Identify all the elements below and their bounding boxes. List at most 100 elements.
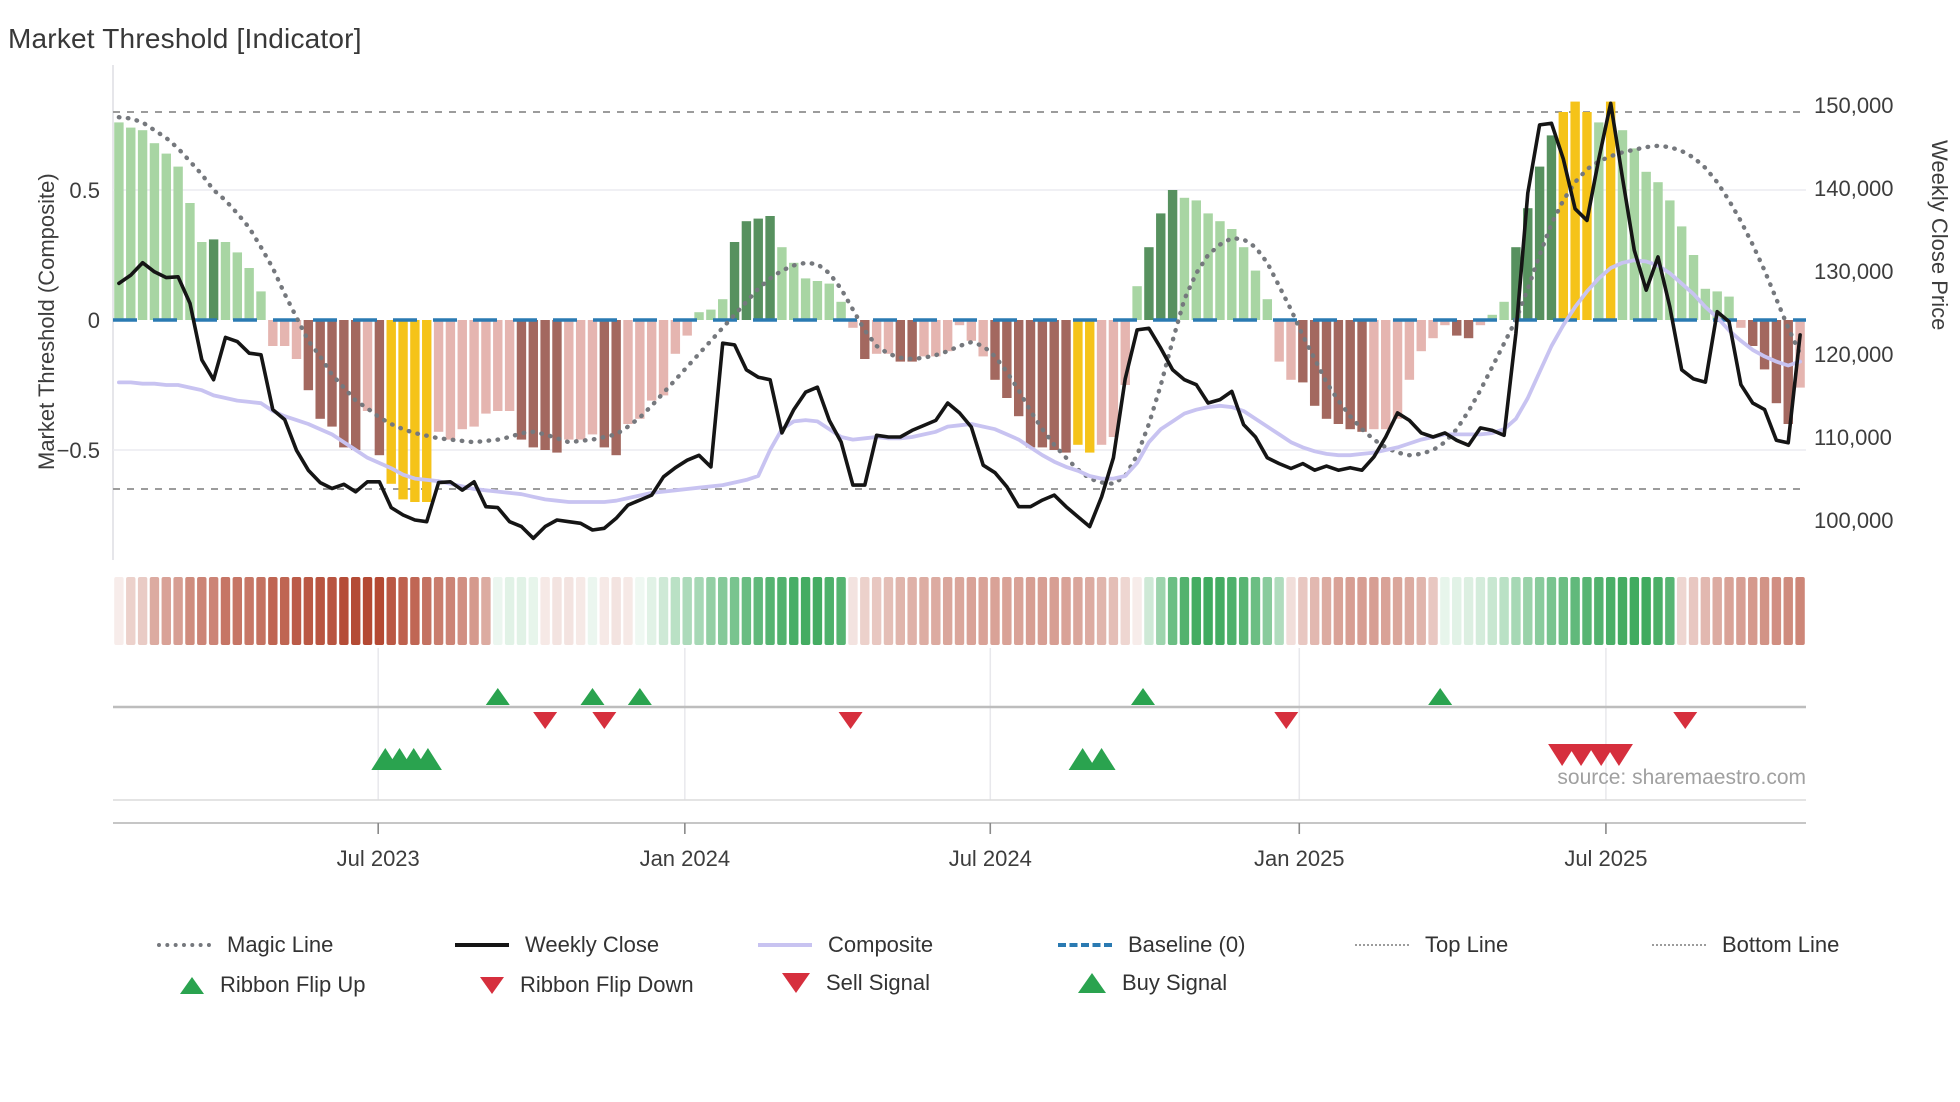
composite-bar xyxy=(185,203,195,320)
ribbon-cell xyxy=(220,577,231,645)
ribbon-cell xyxy=(1700,577,1711,645)
ribbon-cell xyxy=(1712,577,1722,645)
composite-bar xyxy=(1238,247,1249,320)
buy-signal-marker xyxy=(413,748,442,770)
composite-bar xyxy=(1783,320,1793,424)
ribbon-cell xyxy=(552,577,562,645)
weekly-close-swatch-icon xyxy=(455,943,509,947)
composite-bar xyxy=(1605,101,1616,320)
buy-signal-triangle-icon xyxy=(1078,973,1106,993)
composite-bar xyxy=(1759,320,1770,370)
composite-bar xyxy=(1641,171,1651,320)
ribbon-cell xyxy=(658,577,669,645)
legend-label: Top Line xyxy=(1425,932,1509,957)
composite-bar xyxy=(126,127,136,320)
ribbon-cell xyxy=(623,577,633,645)
sell-signal-triangle-icon xyxy=(782,973,810,993)
sell-signal-marker xyxy=(1567,744,1596,766)
composite-bar xyxy=(1676,226,1687,320)
legend-item-bottom-line: Bottom Line xyxy=(1652,930,1839,960)
ribbon-cell xyxy=(1428,577,1438,645)
composite-bar xyxy=(1736,320,1746,328)
composite-bar xyxy=(1795,320,1805,388)
composite-bar xyxy=(1037,320,1048,448)
ribbon-cell xyxy=(907,577,917,645)
flip-up-triangle-icon xyxy=(180,976,204,994)
composite-bar xyxy=(1369,320,1379,430)
composite-bar xyxy=(339,320,349,448)
ribbon-cell xyxy=(1156,577,1166,645)
composite-bar xyxy=(197,242,207,320)
composite-bar xyxy=(848,320,858,328)
composite-bar xyxy=(1558,112,1568,320)
ribbon-cell xyxy=(954,577,965,645)
composite-swatch-icon xyxy=(758,943,812,947)
legend-label: Weekly Close xyxy=(525,932,660,957)
composite-bar xyxy=(1499,301,1509,320)
ribbon-cell xyxy=(1570,577,1580,645)
composite-bar xyxy=(1653,182,1663,320)
ribbon-cell xyxy=(1345,577,1355,645)
composite-bar xyxy=(587,320,598,435)
right-tick-label: 110,000 xyxy=(1814,425,1892,450)
ribbon-cell xyxy=(303,577,314,645)
ribbon-cell xyxy=(1037,577,1048,645)
composite-bar xyxy=(1333,320,1344,424)
composite-bar xyxy=(552,320,562,453)
ribbon-flip-down-marker xyxy=(1673,712,1698,729)
ribbon-cell xyxy=(244,577,254,645)
composite-bar xyxy=(611,320,621,456)
x-tick-label: Jan 2025 xyxy=(1254,846,1345,871)
ribbon-cell xyxy=(564,577,574,645)
left-tick-label: −0.5 xyxy=(57,438,100,463)
ribbon-cell xyxy=(161,577,171,645)
composite-bar xyxy=(493,320,503,411)
ribbon-cell xyxy=(1534,577,1545,645)
composite-bar xyxy=(706,309,716,320)
composite-bar xyxy=(718,299,728,320)
composite-bar xyxy=(1298,320,1308,383)
ribbon-cell xyxy=(1688,577,1699,645)
ribbon-cell xyxy=(1144,577,1154,645)
ribbon-cell xyxy=(966,577,977,645)
ribbon-cell xyxy=(1049,577,1059,645)
ribbon-flip-down-marker xyxy=(1274,712,1299,729)
ribbon-cell xyxy=(1120,577,1130,645)
composite-bar xyxy=(504,320,515,411)
x-tick-label: Jan 2024 xyxy=(640,846,731,871)
ribbon-cell xyxy=(1369,577,1379,645)
ribbon-cell xyxy=(1132,577,1142,645)
composite-bar xyxy=(1629,148,1640,320)
ribbon-cell xyxy=(1546,577,1557,645)
composite-bar xyxy=(1061,320,1071,453)
composite-bar xyxy=(1002,320,1012,398)
composite-bar xyxy=(291,320,302,359)
composite-bar xyxy=(1120,320,1130,385)
ribbon-cell xyxy=(493,577,503,645)
ribbon-cell xyxy=(1463,577,1474,645)
composite-bar xyxy=(362,320,373,411)
ribbon-cell xyxy=(386,577,396,645)
composite-bar xyxy=(1688,255,1699,320)
ribbon-cell xyxy=(422,577,432,645)
ribbon-cell xyxy=(1274,577,1284,645)
x-tick-label: Jul 2025 xyxy=(1564,846,1647,871)
ribbon-cell xyxy=(1452,577,1462,645)
ribbon-cell xyxy=(149,577,160,645)
ribbon-flip-down-marker xyxy=(838,712,863,729)
legend-item-weekly-close: Weekly Close xyxy=(455,930,659,960)
composite-bar xyxy=(1665,200,1675,320)
composite-bar xyxy=(883,320,894,354)
composite-bar xyxy=(954,320,965,326)
composite-bar xyxy=(232,252,243,320)
ribbon-cell xyxy=(753,577,763,645)
ribbon-cell xyxy=(1357,577,1367,645)
ribbon-cell xyxy=(883,577,894,645)
magic-line-swatch-icon xyxy=(157,943,211,947)
ribbon-cell xyxy=(1523,577,1533,645)
ribbon-cell xyxy=(445,577,456,645)
composite-bar xyxy=(1487,314,1497,320)
composite-bar xyxy=(244,268,254,320)
right-tick-label: 140,000 xyxy=(1814,176,1894,201)
ribbon-cell xyxy=(1736,577,1746,645)
